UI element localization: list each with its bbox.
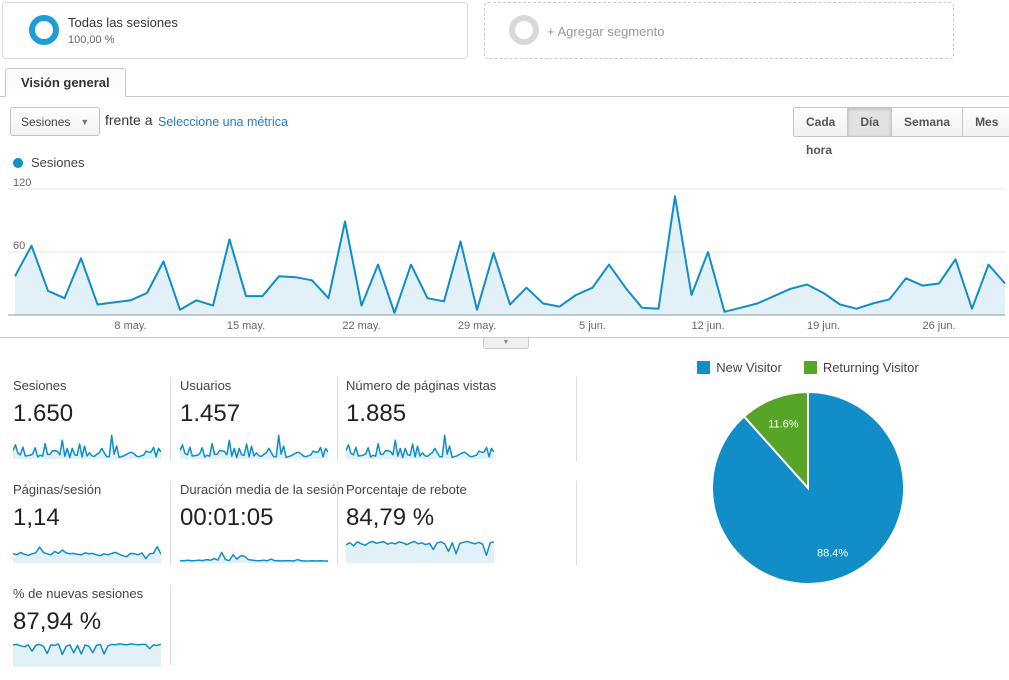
tab-bar-divider [0,96,1009,97]
metric-value: 1.650 [13,400,74,427]
y-axis-label: 60 [13,240,25,252]
granularity-button-month[interactable]: Mes [963,107,1009,137]
metric-sparkline [346,434,494,459]
sparkline-area [346,541,494,563]
metric-value: 1,14 [13,504,60,531]
segment-percent: 100,00 % [68,34,115,46]
chart-legend: Sesiones [13,155,84,170]
pie-legend: New Visitor Returning Visitor [630,360,986,375]
metric-card-usuarios[interactable]: Usuarios 1.457 [180,378,340,459]
legend-item-returning-visitor: Returning Visitor [803,360,919,375]
segment-card-all-sessions[interactable]: Todas las sesiones 100,00 % [2,2,468,59]
pie-slice-label: 11.6% [768,418,799,430]
y-axis-label: 120 [13,177,31,189]
card-divider [337,377,338,461]
sparkline-line [180,434,328,459]
new-visitor-swatch-icon [697,361,711,374]
granularity-button-week[interactable]: Semana [892,107,964,137]
sessions-area [15,196,1005,315]
add-segment-label: + Agregar segmento [547,24,665,39]
x-axis-label: 19 jun. [807,320,840,332]
card-divider [170,585,171,665]
card-divider [170,377,171,461]
metric-label: Duración media de la sesión [180,482,345,497]
metric-value: 87,94 % [13,608,102,635]
metric-label: Porcentaje de rebote [346,482,467,497]
x-axis-label: 22 may. [342,320,380,332]
metric-selector-dropdown[interactable]: Sesiones ▼ [10,107,101,136]
add-segment-card[interactable]: + Agregar segmento [484,2,954,59]
chart-legend-label: Sesiones [31,155,85,170]
metric-value: 84,79 % [346,504,435,531]
sparkline-line [346,540,494,557]
sparkline-area [13,546,161,563]
pie-slice-returning-visitor[interactable] [742,390,809,491]
legend-label: New Visitor [716,360,782,375]
sparkline-area [13,643,161,667]
metric-value: 1.457 [180,400,241,427]
metric-label: Páginas/sesión [13,482,102,497]
metric-sparkline [346,540,494,563]
x-axis-label: 12 jun. [691,320,724,332]
card-divider [170,481,171,565]
series-dot-icon [13,157,23,168]
sparkline-line [180,551,328,562]
metric-label: Número de páginas vistas [346,378,497,393]
metric-label: % de nuevas sesiones [13,586,144,601]
chart-bottom-divider [0,337,1009,338]
sparkline-area [13,435,161,459]
metric-sparkline [13,545,161,563]
card-divider [337,481,338,565]
segment-title: Todas las sesiones [68,15,178,30]
metric-card-duracion-media[interactable]: Duración media de la sesión 00:01:05 [180,482,345,563]
card-divider [576,377,577,461]
metric-sparkline [13,643,161,667]
x-axis-label: 26 jun. [922,320,955,332]
granularity-button-group: Cada hora Día Semana Mes [793,107,1009,157]
chevron-down-icon: ▼ [80,116,90,127]
sparkline-line [13,643,161,656]
sparkline-line [13,434,161,459]
metric-card-paginas-vistas[interactable]: Número de páginas vistas 1.885 [346,378,578,459]
add-segment-donut-icon [509,15,539,45]
sparkline-area [346,435,494,459]
sparkline-line [13,545,161,560]
metric-card-nuevas-sesiones[interactable]: % de nuevas sesiones 87,94 % [13,586,173,667]
chart-collapse-handle[interactable]: ▼ [483,338,529,349]
tab-vision-general[interactable]: Visión general [5,68,126,97]
legend-label: Returning Visitor [822,360,919,375]
sparkline-area [180,435,328,459]
x-axis-label: 29 may. [458,320,496,332]
segment-donut-icon [29,15,59,45]
metric-value: 00:01:05 [180,504,274,531]
chevron-down-icon: ▼ [502,339,510,346]
metric-label: Usuarios [180,378,232,393]
pie-slice-label: 88.4% [817,548,848,560]
granularity-button-hourly[interactable]: Cada hora [793,107,849,157]
sessions-line-chart: 60 120 8 may. 15 may. 22 may. 29 may. 5 jun. 12… [8,177,1006,332]
x-axis-label: 8 may. [114,320,146,332]
metric-sparkline [180,434,328,459]
metric-sparkline [13,434,161,459]
metric-selector-value: Sesiones [21,114,71,129]
metric-sparkline [180,551,328,563]
select-metric-link[interactable]: Seleccione una métrica [158,115,288,129]
granularity-button-day[interactable]: Día [848,107,893,137]
metric-card-paginas-sesion[interactable]: Páginas/sesión 1,14 [13,482,173,563]
card-divider [576,481,577,565]
returning-visitor-swatch-icon [803,361,817,374]
sessions-line [14,195,1006,314]
sparkline-line [346,434,494,459]
visitor-type-pie-chart: 88.4% 11.6% [711,390,906,585]
vs-label: frente a [105,112,153,128]
metric-value: 1.885 [346,400,407,427]
legend-item-new-visitor: New Visitor [697,360,782,375]
x-axis-label: 5 jun. [579,320,606,332]
x-axis-label: 15 may. [227,320,265,332]
metric-card-porcentaje-rebote[interactable]: Porcentaje de rebote 84,79 % [346,482,578,563]
metric-card-sesiones[interactable]: Sesiones 1.650 [13,378,173,459]
metric-label: Sesiones [13,378,67,393]
